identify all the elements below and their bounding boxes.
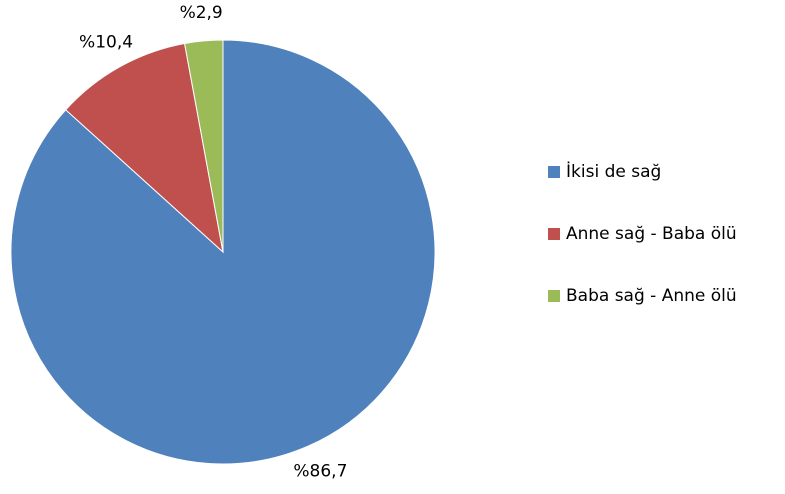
legend-swatch xyxy=(548,228,560,240)
legend-swatch xyxy=(548,166,560,178)
legend-label: Anne sağ - Baba ölü xyxy=(566,224,737,244)
pie-slice xyxy=(184,39,224,253)
pie-slice xyxy=(65,42,224,254)
legend-label: İkisi de sağ xyxy=(566,161,661,182)
data-label: %86,7 xyxy=(293,461,347,481)
data-label: %10,4 xyxy=(79,32,133,52)
legend-label: Baba sağ - Anne ölü xyxy=(566,286,737,306)
data-label: %2,9 xyxy=(180,3,223,23)
pie-slice xyxy=(10,39,436,465)
legend-swatch xyxy=(548,290,560,302)
